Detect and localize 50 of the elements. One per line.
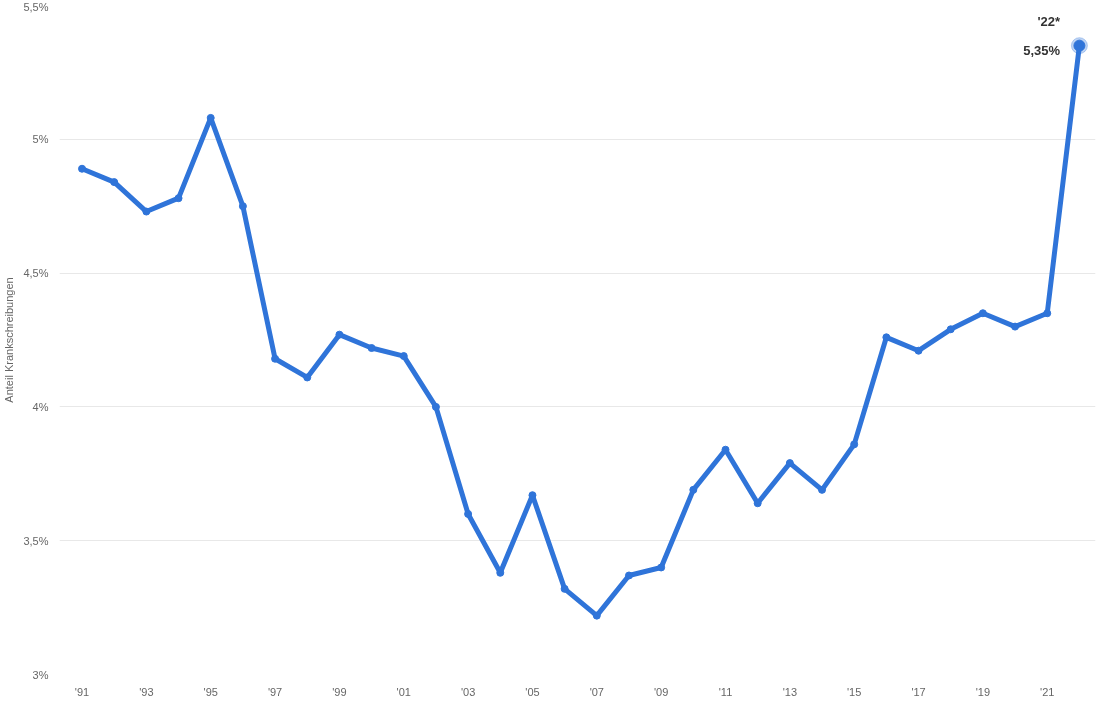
- x-tick-label: '19: [975, 685, 991, 698]
- annotation: '22*: [1037, 14, 1062, 30]
- x-tick-label: '03: [460, 685, 476, 698]
- point: [271, 354, 280, 363]
- point: [142, 207, 151, 216]
- data-label: 5,35%: [1023, 43, 1061, 59]
- x-tick-label: '91: [74, 685, 90, 698]
- point: [78, 164, 87, 173]
- point: [624, 571, 633, 580]
- point: [238, 202, 247, 211]
- point: [592, 611, 601, 620]
- point: [657, 563, 666, 572]
- point: [1011, 322, 1020, 331]
- point: [689, 485, 698, 494]
- y-tick-label: 5%: [32, 133, 49, 146]
- x-tick-label: '05: [525, 685, 540, 698]
- y-tick-label: 4%: [32, 400, 49, 413]
- y-tick-label: 3,5%: [23, 534, 49, 547]
- x-tick-label: '21: [1040, 685, 1055, 698]
- point: [303, 373, 312, 382]
- point: [335, 330, 344, 339]
- y-axis-title: Anteil Krankschreibungen: [3, 277, 16, 403]
- point: [464, 509, 473, 518]
- x-tick-label: '97: [267, 685, 283, 698]
- x-tick-label: '99: [332, 685, 347, 698]
- x-tick-label: '17: [911, 685, 926, 698]
- point: [367, 344, 376, 353]
- x-tick-label: '09: [653, 685, 669, 698]
- point: [978, 309, 987, 318]
- x-tick-label: '95: [203, 685, 218, 698]
- point: [946, 325, 955, 334]
- y-tick-label: 3%: [32, 668, 49, 681]
- x-tick-label: '01: [396, 685, 411, 698]
- point: [1043, 309, 1052, 318]
- point: [850, 440, 859, 449]
- point: [399, 352, 408, 361]
- point: [914, 346, 923, 355]
- x-tick-label: '13: [782, 685, 798, 698]
- x-tick-label: '93: [139, 685, 154, 698]
- x-tick-label: '11: [718, 685, 733, 698]
- x-tick-label: '15: [847, 685, 862, 698]
- y-tick-label: 4,5%: [23, 267, 49, 280]
- point: [785, 459, 794, 468]
- x-tick-label: '07: [589, 685, 604, 698]
- point: [110, 178, 119, 187]
- point: [174, 194, 183, 203]
- point: [818, 485, 827, 494]
- y-tick-label: 5,5%: [23, 0, 49, 13]
- point: [560, 584, 569, 593]
- point: [431, 402, 440, 411]
